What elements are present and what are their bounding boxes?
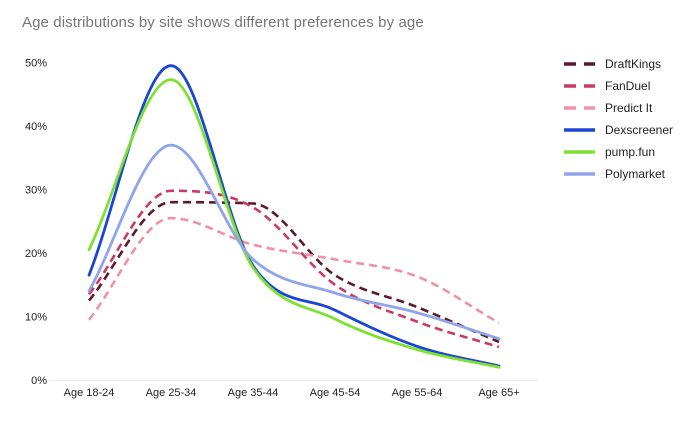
y-axis-tick-label: 50% [25,58,47,70]
legend-label: FanDuel [605,79,651,93]
legend-swatch-line [564,172,595,176]
y-axis-tick-label: 30% [25,185,47,197]
legend-swatch-line [564,150,595,154]
legend-swatch-line [564,128,595,132]
y-axis-tick-label: 0% [31,375,47,387]
legend-swatch-line [564,106,595,110]
y-axis-tick-label: 40% [25,121,47,133]
legend-item-polymarket: Polymarket [563,163,673,185]
chart-legend: DraftKings FanDuel Predict It Dexscreener pu… [563,53,673,185]
series-line-predict-it [87,216,500,325]
series-line-fanduel [87,189,500,349]
series-line-polymarket [87,143,501,341]
series-line-pump-fun [87,78,501,369]
x-axis-tick-label: Age 35-44 [228,387,279,399]
x-axis-tick-label: Age 18-24 [64,387,115,399]
legend-swatch-line [564,62,595,66]
chart-title: Age distributions by site shows differen… [22,14,424,31]
legend-item-pump-fun: pump.fun [563,141,673,163]
legend-item-draftkings: DraftKings [563,53,673,75]
legend-item-fanduel: FanDuel [563,75,673,97]
legend-item-dexscreener: Dexscreener [563,119,673,141]
legend-swatch-line [564,84,595,88]
series-line-dexscreener [87,64,501,368]
legend-label: pump.fun [605,145,656,159]
legend-label: Polymarket [605,167,666,181]
y-axis-tick-label: 20% [25,248,47,260]
legend-label: Predict It [605,101,653,115]
x-axis-tick-label: Age 25-34 [146,387,197,399]
x-axis-tick-label: Age 65+ [478,387,519,399]
x-axis-tick-label: Age 45-54 [310,387,361,399]
y-axis-tick-label: 10% [25,312,47,324]
series-line-draftkings [88,200,500,344]
x-axis-tick-label: Age 55-64 [392,387,443,399]
legend-label: DraftKings [605,57,662,71]
legend-label: Dexscreener [605,123,674,137]
legend-item-predict-it: Predict It [563,97,673,119]
